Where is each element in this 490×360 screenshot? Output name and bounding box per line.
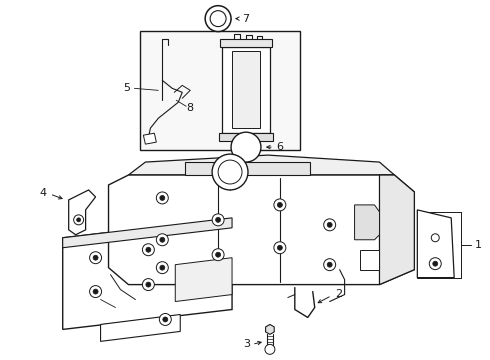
Text: 2: 2	[335, 289, 342, 298]
Circle shape	[205, 6, 231, 32]
Circle shape	[160, 237, 165, 242]
Circle shape	[431, 234, 439, 242]
Circle shape	[216, 217, 220, 222]
Circle shape	[156, 262, 168, 274]
Circle shape	[274, 199, 286, 211]
Circle shape	[277, 245, 282, 250]
Polygon shape	[379, 175, 415, 285]
Circle shape	[210, 11, 226, 27]
Polygon shape	[144, 133, 156, 144]
Polygon shape	[417, 210, 454, 278]
Polygon shape	[128, 155, 394, 175]
Circle shape	[156, 234, 168, 246]
Polygon shape	[185, 162, 310, 175]
Circle shape	[160, 265, 165, 270]
Polygon shape	[63, 218, 232, 248]
Circle shape	[163, 317, 168, 322]
Polygon shape	[232, 50, 260, 128]
Circle shape	[143, 244, 154, 256]
Circle shape	[324, 219, 336, 231]
Circle shape	[146, 282, 151, 287]
Circle shape	[265, 345, 275, 354]
Text: 1: 1	[475, 240, 482, 250]
Circle shape	[156, 192, 168, 204]
Circle shape	[76, 218, 81, 222]
Circle shape	[429, 258, 441, 270]
Circle shape	[90, 252, 101, 264]
Polygon shape	[222, 46, 270, 133]
Circle shape	[277, 202, 282, 207]
Circle shape	[93, 289, 98, 294]
Polygon shape	[175, 258, 232, 302]
Circle shape	[212, 214, 224, 226]
Polygon shape	[219, 133, 273, 141]
Text: 5: 5	[123, 84, 130, 93]
Circle shape	[146, 247, 151, 252]
Polygon shape	[100, 315, 180, 341]
Text: 3: 3	[243, 339, 250, 349]
Circle shape	[324, 259, 336, 271]
Polygon shape	[69, 190, 96, 235]
Bar	[141, 31, 300, 150]
Polygon shape	[355, 205, 379, 240]
Circle shape	[74, 215, 84, 225]
Circle shape	[93, 255, 98, 260]
Circle shape	[90, 285, 101, 298]
Circle shape	[327, 222, 332, 227]
Circle shape	[159, 314, 171, 325]
Circle shape	[218, 160, 242, 184]
Circle shape	[231, 132, 261, 162]
Polygon shape	[266, 324, 274, 334]
Circle shape	[274, 242, 286, 254]
Circle shape	[212, 249, 224, 261]
Circle shape	[216, 252, 220, 257]
Text: 8: 8	[187, 103, 194, 113]
Polygon shape	[220, 39, 272, 46]
Circle shape	[212, 154, 248, 190]
Text: 4: 4	[39, 188, 47, 198]
Circle shape	[327, 262, 332, 267]
Circle shape	[160, 195, 165, 201]
Text: 7: 7	[242, 14, 249, 24]
Circle shape	[433, 261, 438, 266]
Text: 6: 6	[276, 142, 283, 152]
Circle shape	[143, 279, 154, 291]
Polygon shape	[108, 175, 415, 285]
Polygon shape	[360, 250, 379, 270]
Polygon shape	[63, 218, 232, 329]
